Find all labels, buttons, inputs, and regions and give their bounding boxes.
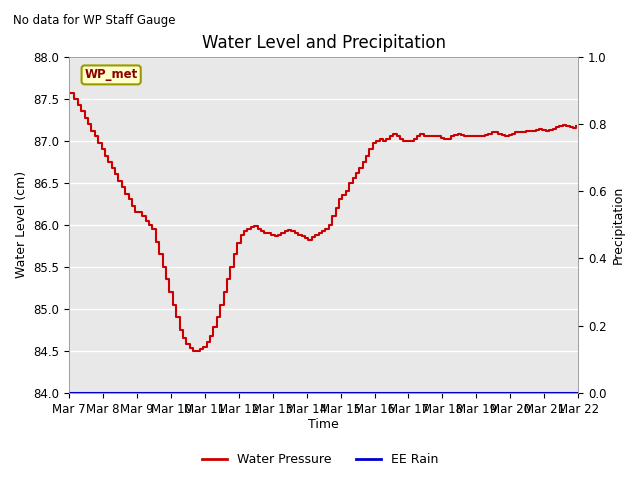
Title: Water Level and Precipitation: Water Level and Precipitation bbox=[202, 34, 445, 52]
Text: WP_met: WP_met bbox=[84, 68, 138, 82]
Text: No data for WP Staff Gauge: No data for WP Staff Gauge bbox=[13, 14, 175, 27]
Legend: Water Pressure, EE Rain: Water Pressure, EE Rain bbox=[196, 448, 444, 471]
Y-axis label: Precipitation: Precipitation bbox=[612, 186, 625, 264]
X-axis label: Time: Time bbox=[308, 419, 339, 432]
Y-axis label: Water Level (cm): Water Level (cm) bbox=[15, 171, 28, 278]
